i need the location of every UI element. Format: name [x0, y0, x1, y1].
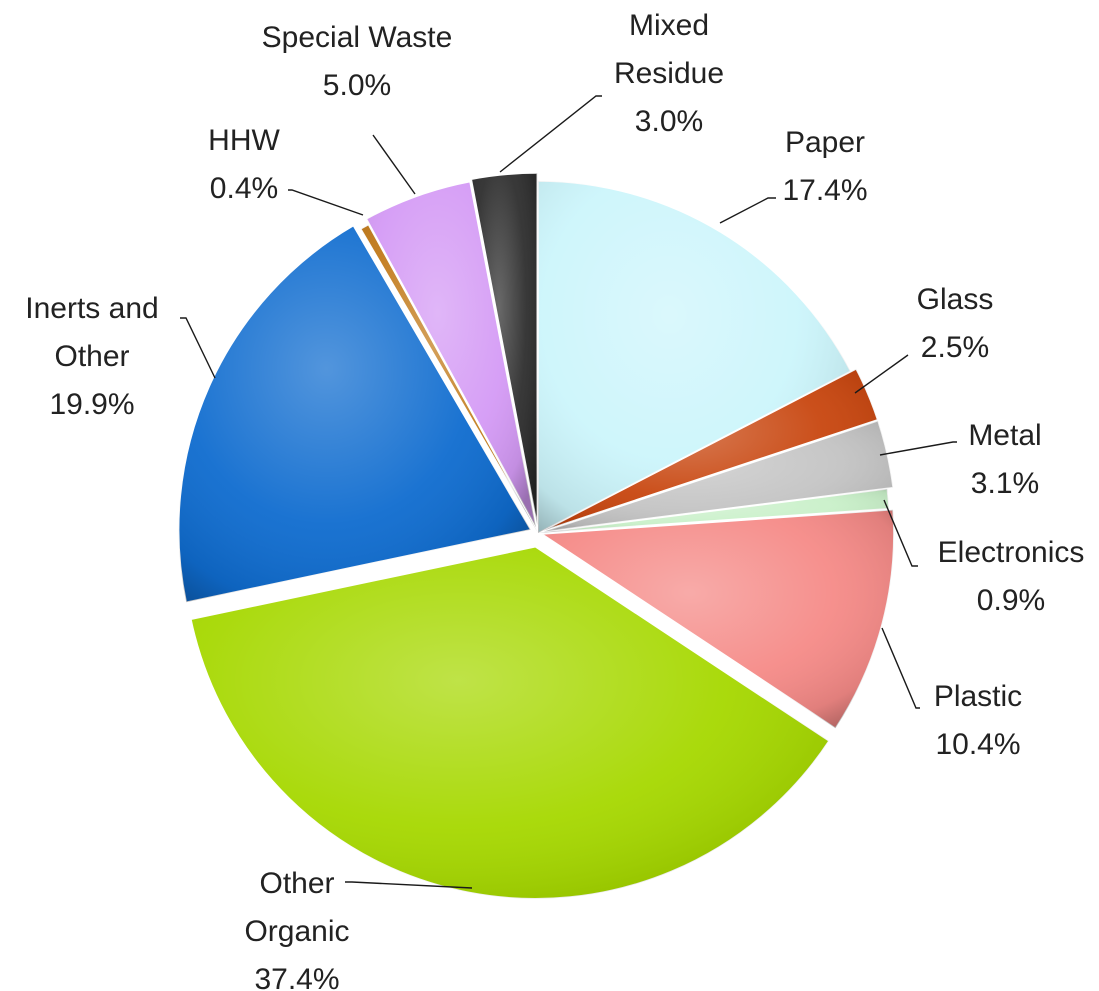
slice-label-line: Residue: [614, 57, 724, 90]
slice-label-line: Special Waste: [262, 21, 453, 54]
leader-line-inerts-and-other: [180, 317, 216, 379]
leader-line-mixed-residue: [499, 95, 602, 173]
slice-label-other-organic: Other Organic 37.4%: [244, 867, 349, 991]
slice-label-line: Electronics: [938, 536, 1085, 569]
slice-label-line: 3.0%: [635, 105, 703, 138]
slice-label-plastic: Plastic 10.4%: [934, 680, 1022, 761]
slice-labels: Paper 17.4% Glass 2.5% Metal 3.1% Electronics 0…: [25, 9, 1084, 991]
leader-line-special-waste: [372, 134, 416, 195]
pie-slice-shading-electronics: [538, 488, 890, 533]
leader-line-paper: [719, 197, 776, 224]
leader-line-hhw: [288, 189, 364, 216]
slice-label-mixed-residue: Mixed Residue 3.0%: [614, 9, 724, 138]
leader-line-other-organic: [345, 881, 473, 889]
slice-label-line: Organic: [244, 915, 349, 948]
leader-line-plastic: [881, 627, 920, 709]
slice-label-line: 19.9%: [49, 388, 134, 421]
slice-label-line: 0.9%: [977, 584, 1045, 617]
slice-label-line: 10.4%: [935, 728, 1020, 761]
pie-slice-shading-glass: [543, 368, 878, 531]
slice-label-line: Paper: [785, 126, 865, 159]
slice-label-line: 17.4%: [782, 174, 867, 207]
pie-shading: [178, 173, 894, 899]
slice-label-line: 0.4%: [210, 172, 278, 205]
pie-slice-shading-mixed-residue: [471, 173, 538, 526]
leader-line-metal: [879, 441, 957, 456]
pie-slice-shading-hhw: [360, 224, 538, 534]
slice-label-line: 5.0%: [323, 69, 391, 102]
slice-label-hhw: HHW 0.4%: [208, 124, 280, 205]
leader-lines: [180, 95, 957, 889]
slice-label-line: Glass: [917, 283, 994, 316]
pie-slice-shading-inerts-and-other: [178, 225, 531, 603]
pie-slice-shading-paper: [538, 181, 851, 533]
slice-label-line: Mixed: [629, 9, 709, 42]
slice-label-electronics: Electronics 0.9%: [938, 536, 1085, 617]
slice-label-line: 3.1%: [971, 467, 1039, 500]
slice-label-line: 2.5%: [921, 331, 989, 364]
leader-line-electronics: [883, 499, 918, 567]
slice-label-metal: Metal 3.1%: [968, 419, 1041, 500]
slice-label-line: Plastic: [934, 680, 1022, 713]
slice-label-line: 37.4%: [254, 963, 339, 991]
slice-label-paper: Paper 17.4%: [782, 126, 867, 207]
slice-label-line: Other: [54, 340, 129, 373]
slice-label-line: HHW: [208, 124, 280, 157]
leader-line-glass: [854, 354, 909, 394]
slice-label-special-waste: Special Waste 5.0%: [262, 21, 453, 102]
slice-label-line: Metal: [968, 419, 1041, 452]
pie-slice-shading-plastic: [541, 509, 894, 729]
slice-label-line: Other: [259, 867, 334, 900]
slice-label-line: Inerts and: [25, 292, 158, 325]
pie-slice-shading-other-organic: [190, 546, 829, 899]
pie-slice-shading-metal: [543, 420, 894, 532]
slice-label-inerts-and-other: Inerts and Other 19.9%: [25, 292, 158, 421]
slice-label-glass: Glass 2.5%: [917, 283, 994, 364]
pie-slice-shading-special-waste: [366, 181, 536, 528]
